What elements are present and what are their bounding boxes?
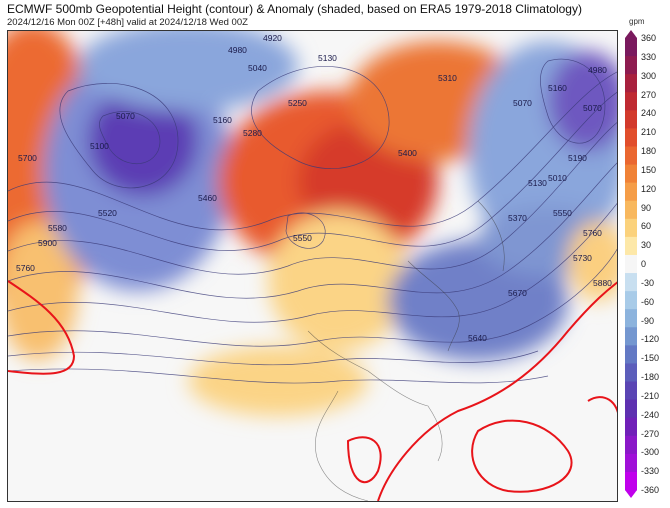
colorbar-segment: [625, 327, 637, 346]
contour-label: 5250: [288, 98, 307, 108]
contour-label: 5460: [198, 193, 217, 203]
colorbar-segment: [625, 74, 637, 93]
anomaly-shading: [8, 31, 617, 416]
contour-label: 5130: [318, 53, 337, 63]
colorbar-segment: [625, 200, 637, 220]
colorbar-segment: [625, 38, 637, 57]
contour-label: 5130: [528, 178, 547, 188]
map-subtitle: 2024/12/16 Mon 00Z [+48h] valid at 2024/…: [7, 17, 248, 28]
contour-labels: 4920 4980 5070 5100 5160 5280 5250 5130 …: [16, 33, 612, 343]
colorbar-segment: [625, 56, 637, 75]
contour-label: 5370: [508, 213, 527, 223]
colorbar-tick-label: 120: [641, 183, 657, 194]
map-title: ECMWF 500mb Geopotential Height (contour…: [7, 2, 582, 16]
contour-label: 5640: [468, 333, 487, 343]
colorbar-tick-label: -90: [641, 315, 655, 326]
colorbar-tick-label: 300: [641, 70, 657, 81]
colorbar-tick-label: -120: [641, 334, 660, 345]
colorbar-tick-label: 30: [641, 240, 652, 251]
contour-label: 5700: [18, 153, 37, 163]
contour-label: 5160: [213, 115, 232, 125]
colorbar-segment: [625, 236, 637, 256]
contour-label: 5580: [48, 223, 67, 233]
colorbar-tick-label: 0: [641, 259, 647, 269]
colorbar-tick-label: 330: [641, 51, 657, 62]
contour-label: 5310: [438, 73, 457, 83]
colorbar-segment: [625, 399, 637, 419]
colorbar-segment: [625, 381, 637, 401]
colorbar-tick-label: 360: [641, 33, 657, 43]
colorbar-arrow-bottom: [625, 490, 637, 498]
contour-label: 5040: [248, 63, 267, 73]
contour-label: 5400: [398, 148, 417, 158]
contour-label: 5070: [583, 103, 602, 113]
colorbar-tick-label: 180: [641, 146, 657, 156]
colorbar-segment: [625, 345, 637, 364]
contour-label: 5070: [116, 111, 135, 121]
colorbar-tick-label: -210: [641, 390, 660, 401]
contour-label: 5190: [568, 153, 587, 163]
colorbar-segment: [625, 254, 637, 274]
contour-label: 5670: [508, 288, 527, 298]
colorbar-segment: [625, 92, 637, 111]
colorbar-segment: [625, 435, 637, 455]
contour-label: 4980: [228, 45, 247, 55]
contour-label: 5160: [548, 83, 567, 93]
contour-label: 5730: [573, 253, 592, 263]
colorbar-segment: [625, 218, 637, 238]
colorbar-tick-label: -30: [641, 277, 655, 288]
colorbar-segment: [625, 110, 637, 129]
colorbar-segment: [625, 471, 637, 491]
colorbar-tick-label: 210: [641, 127, 657, 138]
contour-label: 5070: [513, 98, 532, 108]
colorbar: [625, 30, 637, 498]
colorbar-tick-label: 150: [641, 164, 657, 175]
anomaly-map: 4920 4980 5070 5100 5160 5280 5250 5130 …: [8, 31, 617, 501]
contour-label: 5010: [548, 173, 567, 183]
colorbar-tick-label: -270: [641, 428, 660, 439]
colorbar-segment: [625, 273, 637, 292]
contour-label: 5880: [593, 278, 612, 288]
colorbar-tick-label: 240: [641, 108, 657, 119]
contour-label: 5760: [16, 263, 35, 273]
colorbar-tick-label: -300: [641, 447, 660, 458]
colorbar-tick-label: 60: [641, 221, 652, 232]
colorbar-unit: gpm: [629, 17, 645, 26]
contour-label: 5100: [90, 141, 109, 151]
contour-label: 5520: [98, 208, 117, 218]
colorbar-segment: [625, 182, 637, 202]
contour-label: 5280: [243, 128, 262, 138]
colorbar-tick-label: -360: [641, 485, 660, 495]
colorbar-tick-label: 270: [641, 89, 657, 100]
colorbar-tick-label: -240: [641, 409, 660, 420]
height-contours: [8, 58, 617, 384]
contour-label: 5900: [38, 238, 57, 248]
colorbar-tick-label: -150: [641, 353, 660, 364]
map-panel: 4920 4980 5070 5100 5160 5280 5250 5130 …: [7, 30, 618, 502]
colorbar-segment: [625, 291, 637, 310]
colorbar-segment: [625, 453, 637, 473]
colorbar-tick-label: 90: [641, 202, 652, 213]
contour-label: 4920: [263, 33, 282, 43]
colorbar-segment: [625, 417, 637, 437]
contour-label: 5550: [553, 208, 572, 218]
coastlines: [307, 200, 505, 501]
contour-label: 5760: [583, 228, 602, 238]
colorbar-segment: [625, 309, 637, 328]
colorbar-tick-label: -60: [641, 296, 655, 307]
colorbar-segment: [625, 164, 637, 184]
subtropical-high-contour: [8, 280, 617, 501]
colorbar-arrow-top: [625, 30, 637, 38]
colorbar-segment: [625, 128, 637, 147]
colorbar-segment: [625, 146, 637, 166]
contour-label: 4980: [588, 65, 607, 75]
colorbar-tick-label: -330: [641, 466, 660, 477]
colorbar-segment: [625, 363, 637, 383]
contour-label: 5550: [293, 233, 312, 243]
colorbar-tick-label: -180: [641, 372, 660, 382]
